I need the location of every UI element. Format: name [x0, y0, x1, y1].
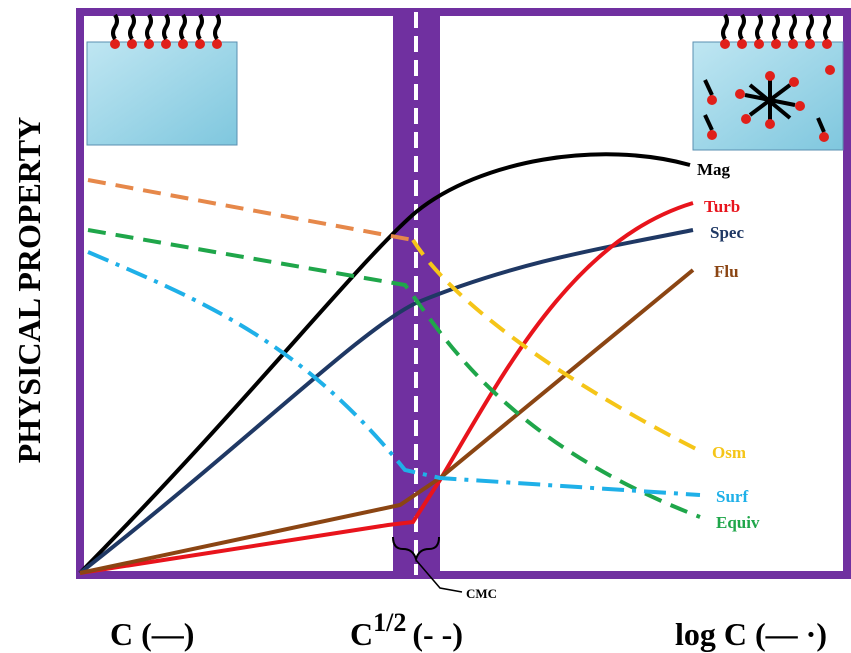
turb-curve: [80, 203, 693, 573]
spec-curve: [80, 230, 693, 573]
x-label-sqrt-base: C: [350, 616, 373, 652]
flu-label: Flu: [714, 262, 739, 281]
x-label-sqrt: C1/2(- -): [350, 608, 463, 652]
mag-label: Mag: [697, 160, 731, 179]
y-axis-label: PHYSICAL PROPERTY: [11, 117, 47, 463]
cmc-label: CMC: [466, 586, 497, 601]
water-right: [693, 15, 843, 150]
diagram: Mag Turb Spec Flu Osm Surf Equiv CMC PHY…: [0, 0, 851, 653]
x-label-sqrt-key: (- -): [412, 616, 463, 652]
x-label-linear: C (—): [110, 616, 194, 652]
x-label-log: log C (— ·): [675, 616, 827, 652]
equiv-label: Equiv: [716, 513, 760, 532]
osm-curve: [413, 240, 698, 450]
turb-label: Turb: [704, 197, 740, 216]
flu-curve: [80, 270, 693, 573]
water-left: [87, 15, 237, 145]
osm-pre: [88, 180, 413, 240]
osm-label: Osm: [712, 443, 746, 462]
x-label-sqrt-exp: 1/2: [373, 608, 406, 637]
spec-label: Spec: [710, 223, 744, 242]
surf-label: Surf: [716, 487, 748, 506]
